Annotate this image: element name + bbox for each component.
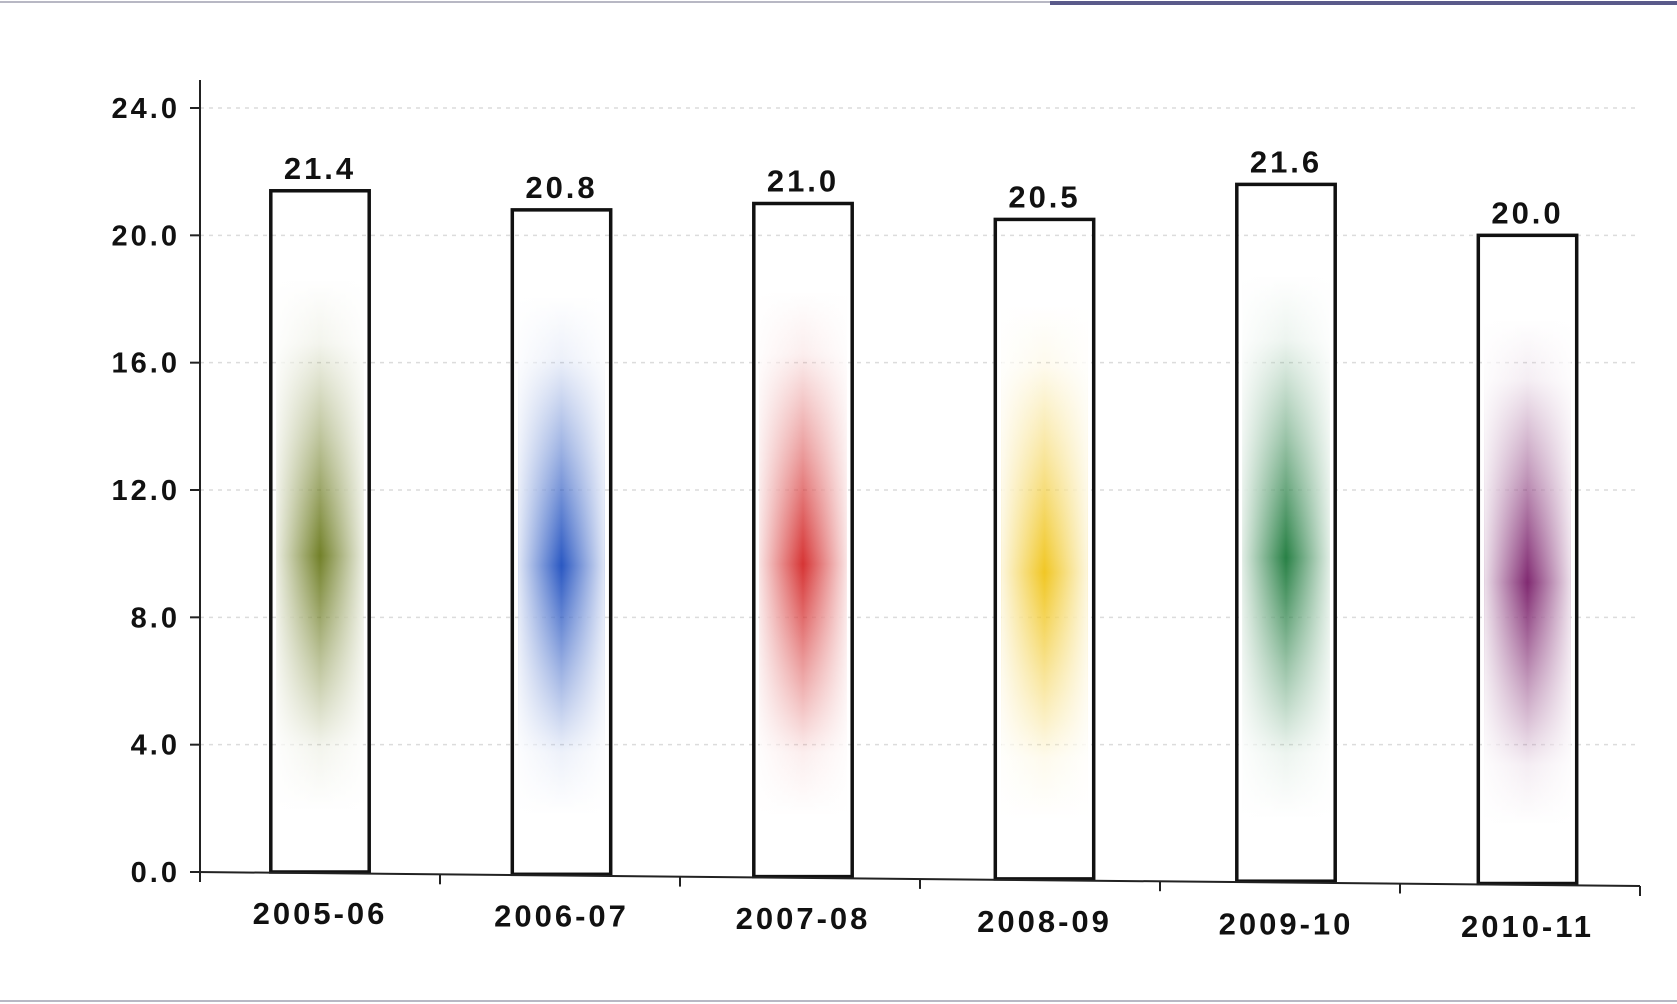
data-label: 21.6: [1250, 144, 1322, 179]
axes: [190, 80, 1641, 896]
bar: [1235, 182, 1337, 883]
bar-fill-shade: [1242, 274, 1330, 819]
category-label: 2009-10: [1219, 906, 1354, 941]
labels: 0.0 4.0 8.0 12.0 16.0 20.0 24.0 21.4 2005-06 20.8…: [112, 93, 1594, 944]
bar-fill-shade: [276, 279, 364, 811]
data-label: 20.5: [1008, 179, 1080, 214]
gridlines: [200, 107, 1640, 746]
bar-fill-shade: [759, 291, 847, 817]
category-label: 2010-11: [1461, 909, 1594, 944]
data-label: 21.0: [767, 164, 839, 199]
category-label: 2007-08: [736, 901, 871, 936]
data-label: 20.0: [1491, 195, 1563, 230]
bars: [269, 182, 1579, 886]
y-tick-label: 12.0: [112, 475, 180, 507]
data-label: 20.8: [525, 170, 597, 205]
bar: [510, 208, 613, 877]
bar: [269, 189, 371, 874]
bar: [993, 217, 1096, 881]
bar-fill-shade: [518, 296, 605, 815]
category-label: 2005-06: [253, 896, 388, 931]
y-tick-label: 8.0: [131, 602, 180, 634]
y-tick-label: 24.0: [112, 93, 180, 125]
bar: [1476, 233, 1579, 886]
bar-fill-shade: [1484, 319, 1571, 826]
y-tick-label: 0.0: [131, 857, 180, 889]
x-axis: [195, 871, 1641, 887]
category-label: 2008-09: [977, 904, 1112, 939]
y-tick-label: 20.0: [112, 220, 180, 252]
bar: [752, 201, 854, 879]
bar-fill-shade: [1001, 305, 1088, 820]
category-label: 2006-07: [494, 899, 629, 934]
y-tick-label: 4.0: [131, 730, 180, 762]
y-tick-label: 16.0: [112, 348, 180, 380]
data-label: 21.4: [284, 151, 356, 186]
